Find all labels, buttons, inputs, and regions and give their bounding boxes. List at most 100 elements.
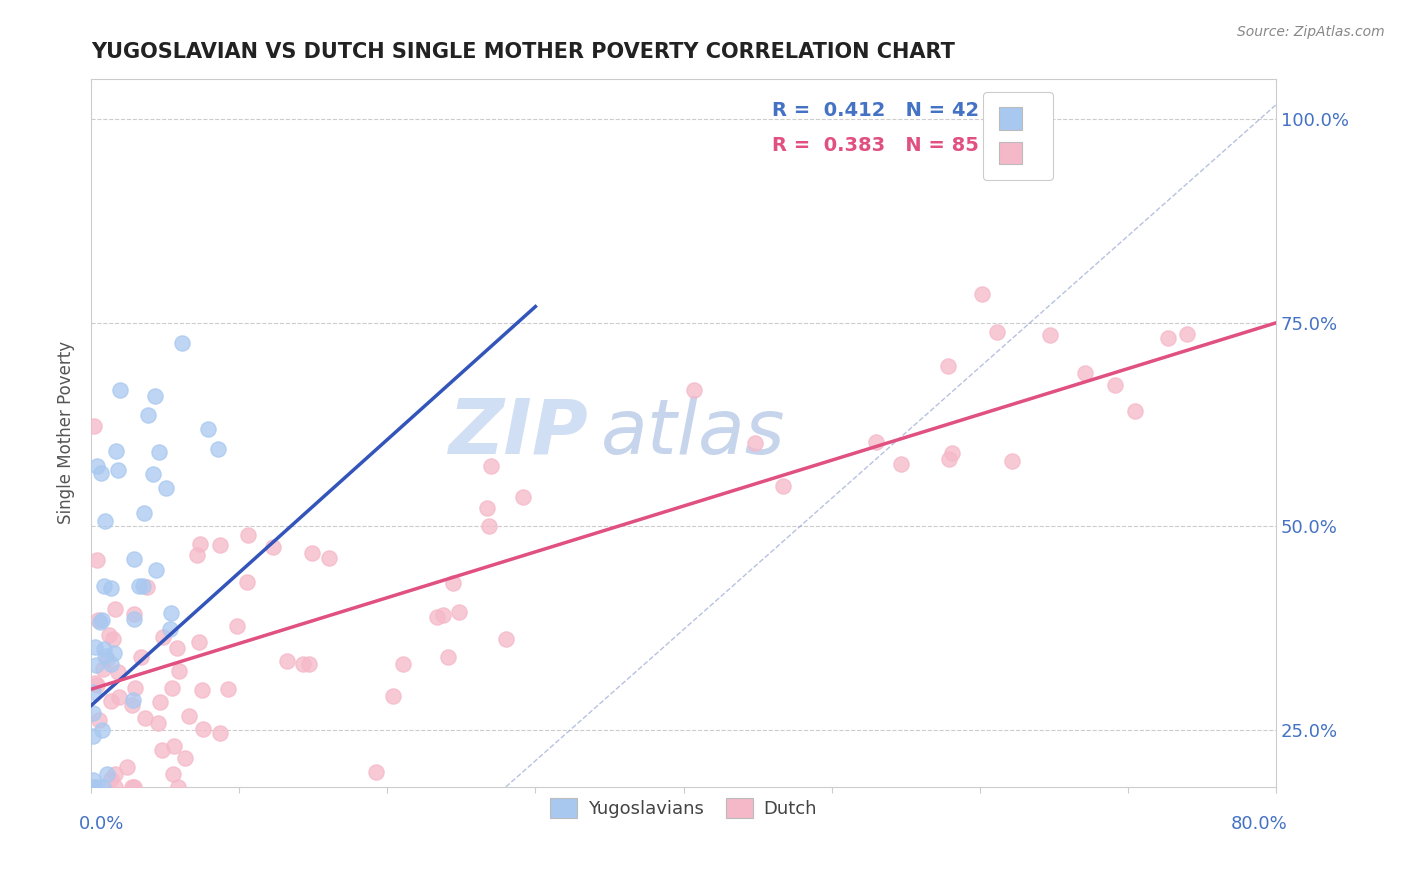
Point <box>392 657 415 671</box>
Point <box>100 582 122 596</box>
Point <box>86 459 108 474</box>
Point <box>478 519 501 533</box>
Point <box>86 678 108 692</box>
Point <box>122 612 145 626</box>
Point <box>160 606 183 620</box>
Point <box>128 579 150 593</box>
Point <box>83 419 105 434</box>
Point <box>179 708 201 723</box>
Point <box>82 729 104 743</box>
Point <box>100 772 122 787</box>
Point <box>1157 331 1180 345</box>
Point <box>167 780 190 794</box>
Point <box>744 436 766 450</box>
Point <box>1039 327 1062 342</box>
Point <box>172 335 194 350</box>
Point <box>236 574 259 589</box>
Point <box>217 681 239 696</box>
Point <box>1123 404 1146 418</box>
Point <box>191 683 214 698</box>
Point <box>150 743 173 757</box>
Text: 0.0%: 0.0% <box>79 815 125 833</box>
Point <box>364 765 387 780</box>
Point <box>93 642 115 657</box>
Text: Source: ZipAtlas.com: Source: ZipAtlas.com <box>1237 25 1385 39</box>
Point <box>87 613 110 627</box>
Point <box>479 458 502 473</box>
Point <box>236 528 259 542</box>
Point <box>121 698 143 713</box>
Point <box>986 325 1008 339</box>
Point <box>100 657 122 672</box>
Point <box>104 780 127 794</box>
Point <box>122 552 145 566</box>
Point <box>174 751 197 765</box>
Point <box>865 434 887 449</box>
Point <box>441 575 464 590</box>
Point <box>90 466 112 480</box>
Point <box>477 500 499 515</box>
Point <box>87 713 110 727</box>
Point <box>298 657 321 671</box>
Point <box>104 767 127 781</box>
Point <box>163 739 186 753</box>
Point <box>188 537 211 551</box>
Point <box>160 681 183 696</box>
Point <box>122 780 145 794</box>
Point <box>512 490 534 504</box>
Point <box>122 693 145 707</box>
Text: ZIP: ZIP <box>449 396 589 470</box>
Point <box>94 648 117 663</box>
Legend: Yugoslavians, Dutch: Yugoslavians, Dutch <box>541 789 825 828</box>
Point <box>447 605 470 619</box>
Point <box>132 579 155 593</box>
Point <box>103 646 125 660</box>
Point <box>207 442 229 456</box>
Point <box>152 630 174 644</box>
Point <box>276 654 298 668</box>
Point <box>93 780 115 794</box>
Point <box>93 578 115 592</box>
Point <box>86 553 108 567</box>
Point <box>100 694 122 708</box>
Point <box>1074 366 1097 380</box>
Point <box>90 613 112 627</box>
Point <box>142 467 165 481</box>
Point <box>96 652 118 666</box>
Point <box>104 444 127 458</box>
Point <box>82 772 104 787</box>
Point <box>148 445 170 459</box>
Point <box>197 421 219 435</box>
Point <box>188 634 211 648</box>
Point <box>115 759 138 773</box>
Point <box>1001 454 1024 468</box>
Point <box>262 540 284 554</box>
Point <box>938 451 960 466</box>
Point <box>381 689 404 703</box>
Point <box>108 690 131 704</box>
Point <box>82 706 104 721</box>
Text: 80.0%: 80.0% <box>1232 815 1288 833</box>
Point <box>683 383 706 397</box>
Point <box>135 580 157 594</box>
Point <box>1175 326 1198 341</box>
Point <box>84 658 107 673</box>
Point <box>426 609 449 624</box>
Point <box>84 640 107 654</box>
Point <box>291 657 314 671</box>
Point <box>134 506 156 520</box>
Point <box>82 685 104 699</box>
Point <box>122 607 145 621</box>
Point <box>89 615 111 629</box>
Point <box>108 383 131 397</box>
Point <box>124 681 146 696</box>
Point <box>107 463 129 477</box>
Point <box>301 546 323 560</box>
Point <box>91 662 114 676</box>
Point <box>166 640 188 655</box>
Point <box>169 664 191 678</box>
Point <box>159 622 181 636</box>
Point <box>131 650 153 665</box>
Point <box>136 409 159 423</box>
Point <box>495 632 517 647</box>
